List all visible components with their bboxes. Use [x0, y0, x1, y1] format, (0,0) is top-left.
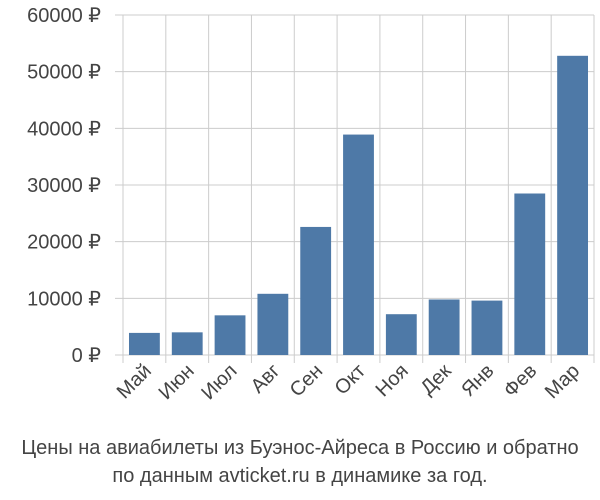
y-tick-label: 40000 ₽ [27, 118, 101, 140]
chart-caption-line-1: Цены на авиабилеты из Буэнос-Айреса в Ро… [21, 437, 579, 459]
bar [214, 315, 246, 355]
bar [385, 314, 417, 355]
x-tick-label: Окт [331, 360, 370, 399]
x-tick-label: Авг [247, 360, 285, 398]
y-tick-label: 20000 ₽ [27, 232, 101, 254]
x-tick-label: Янв [457, 360, 498, 401]
bar [428, 299, 460, 355]
chart-caption-line-2: по данным avticket.ru в динамике за год. [112, 465, 488, 487]
bar [128, 332, 160, 355]
bar [171, 332, 203, 355]
bar [514, 193, 546, 355]
y-tick-label: 10000 ₽ [27, 288, 101, 310]
x-tick-label: Сен [286, 360, 327, 401]
grid-lines [115, 14, 595, 363]
bar [343, 134, 374, 355]
y-tick-label: 30000 ₽ [27, 175, 101, 197]
bar [557, 55, 589, 356]
x-tick-label: Июн [155, 360, 199, 404]
x-tick-label: Ноя [372, 360, 413, 401]
bar [300, 226, 332, 355]
x-tick-label: Мар [541, 360, 584, 403]
y-tick-label: 50000 ₽ [27, 62, 101, 84]
bar [471, 300, 503, 355]
y-axis-tick-labels: 0 ₽ 10000 ₽ 20000 ₽ 30000 ₽ 40000 ₽ 50000 ₽ 60… [27, 5, 101, 367]
bar [257, 293, 289, 355]
bar-chart: 0 ₽ 10000 ₽ 20000 ₽ 30000 ₽ 40000 ₽ 50000 ₽ 60… [27, 5, 595, 404]
y-tick-label: 60000 ₽ [27, 5, 101, 27]
x-tick-label: Фев [500, 360, 542, 402]
x-tick-label: Дек [416, 360, 455, 399]
y-tick-label: 0 ₽ [72, 345, 102, 367]
x-tick-label: Май [113, 360, 156, 403]
x-tick-label: Июл [197, 360, 241, 404]
bars [128, 55, 589, 356]
